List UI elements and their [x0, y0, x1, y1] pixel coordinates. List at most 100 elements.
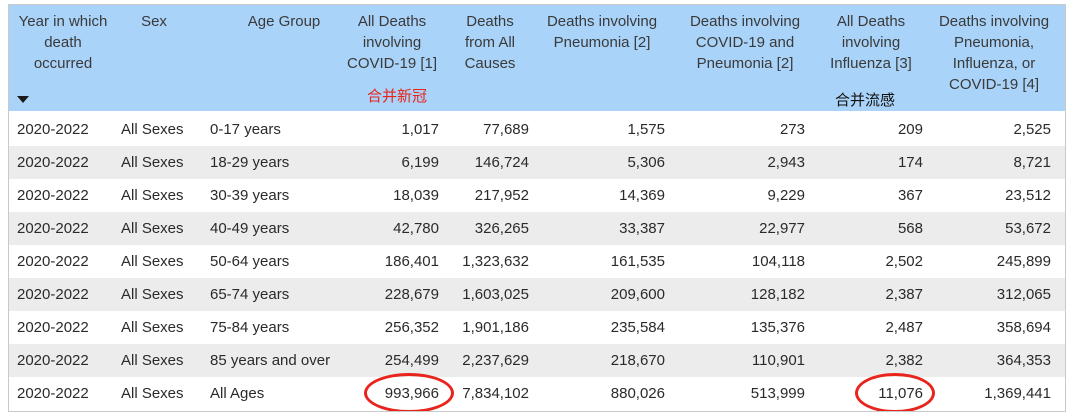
cell-year: 2020-2022 [17, 253, 89, 270]
cell-covid-deaths: 1,017 [401, 121, 439, 138]
cell-pneumonia-deaths: 209,600 [610, 286, 665, 303]
cell-year: 2020-2022 [17, 154, 89, 171]
table-row: 2020-2022 All Sexes 30-39 years 18,039 217,9… [9, 179, 1065, 212]
header-line: involving [362, 34, 422, 51]
header-covid-deaths[interactable]: All Deaths involving COVID-19 [1] [341, 11, 443, 74]
header-year[interactable]: Year in which death occurred [13, 11, 113, 74]
cell-pneumonia-deaths: 1,575 [627, 121, 665, 138]
header-line: All Deaths [836, 13, 906, 30]
cell-all-cause-deaths: 2,237,629 [462, 352, 529, 369]
cell-pic-deaths: 1,369,441 [984, 385, 1051, 402]
cell-covid-pneumonia-deaths: 135,376 [750, 319, 805, 336]
cell-influenza-deaths: 2,487 [885, 319, 923, 336]
cell-pneumonia-deaths: 5,306 [627, 154, 665, 171]
cell-year: 2020-2022 [17, 187, 89, 204]
cell-influenza-deaths: 2,382 [885, 352, 923, 369]
header-line: from All [464, 34, 515, 51]
header-line: Influenza, or [952, 55, 1036, 72]
cell-pneumonia-deaths: 235,584 [610, 319, 665, 336]
cell-pic-deaths: 358,694 [996, 319, 1051, 336]
cell-year: 2020-2022 [17, 121, 89, 138]
header-line: Pneumonia [2] [696, 55, 794, 72]
cell-sex: All Sexes [121, 121, 184, 138]
cell-covid-deaths: 18,039 [393, 187, 439, 204]
cell-pneumonia-deaths: 33,387 [619, 220, 665, 237]
cell-sex: All Sexes [121, 220, 184, 237]
cell-influenza-deaths: 568 [897, 220, 923, 237]
header-line: Year in which [18, 13, 108, 30]
header-all-cause-deaths[interactable]: Deaths from All Causes [457, 11, 523, 74]
cell-covid-pneumonia-deaths: 9,229 [767, 187, 805, 204]
cell-sex: All Sexes [121, 253, 184, 270]
header-line: Causes [464, 55, 516, 72]
cell-influenza-deaths: 174 [897, 154, 923, 171]
cell-pic-deaths: 23,512 [1005, 187, 1051, 204]
header-influenza-deaths[interactable]: All Deaths involving Influenza [3] [821, 11, 921, 74]
header-line: Sex [141, 13, 167, 30]
annotation-covid: 合并新冠 [367, 87, 428, 105]
table-row: 2020-2022 All Sexes 75-84 years 256,352 1,90… [9, 311, 1065, 344]
cell-pneumonia-deaths: 14,369 [619, 187, 665, 204]
cell-year: 2020-2022 [17, 385, 89, 402]
table-row: 2020-2022 All Sexes 65-74 years 228,679 1,60… [9, 278, 1065, 311]
header-line: Influenza [3] [830, 55, 912, 72]
cell-covid-pneumonia-deaths: 2,943 [767, 154, 805, 171]
table-row: 2020-2022 All Sexes 0-17 years 1,017 77,689 1… [9, 113, 1065, 146]
table-row: 2020-2022 All Sexes 50-64 years 186,401 1,32… [9, 245, 1065, 278]
cell-pic-deaths: 245,899 [996, 253, 1051, 270]
header-pic-deaths[interactable]: Deaths involving Pneumonia, Influenza, or C… [929, 11, 1059, 95]
cell-covid-deaths: 186,401 [384, 253, 439, 270]
header-line: involving [841, 34, 901, 51]
header-age-group[interactable]: Age Group [219, 11, 349, 32]
header-line: Pneumonia [2] [553, 34, 651, 51]
cell-sex: All Sexes [121, 385, 184, 402]
cell-year: 2020-2022 [17, 286, 89, 303]
header-pneumonia-deaths[interactable]: Deaths involving Pneumonia [2] [539, 11, 665, 53]
cell-year: 2020-2022 [17, 352, 89, 369]
cell-all-cause-deaths: 77,689 [483, 121, 529, 138]
table-row: 2020-2022 All Sexes 85 years and over 254,4… [9, 344, 1065, 377]
cell-pneumonia-deaths: 161,535 [610, 253, 665, 270]
cell-sex: All Sexes [121, 187, 184, 204]
cell-age-group: 30-39 years [210, 187, 290, 204]
header-line: occurred [33, 55, 93, 72]
cell-all-cause-deaths: 146,724 [474, 154, 529, 171]
header-line: All Deaths [357, 13, 427, 30]
cell-all-cause-deaths: 1,603,025 [462, 286, 529, 303]
table-row: 2020-2022 All Sexes 40-49 years 42,780 326,2… [9, 212, 1065, 245]
cell-covid-pneumonia-deaths: 22,977 [759, 220, 805, 237]
cell-age-group: 18-29 years [210, 154, 290, 171]
cell-covid-pneumonia-deaths: 104,118 [751, 253, 805, 270]
header-line: COVID-19 [4] [948, 76, 1040, 93]
cell-all-cause-deaths: 7,834,102 [462, 385, 529, 402]
cell-influenza-deaths: 209 [897, 121, 923, 138]
cell-age-group: 65-74 years [210, 286, 290, 303]
header-covid-pneumonia-deaths[interactable]: Deaths involving COVID-19 and Pneumonia [2… [681, 11, 809, 74]
cell-covid-pneumonia-deaths: 273 [779, 121, 805, 138]
table-header: Year in which death occurred Sex Age Group Al… [9, 5, 1065, 111]
cell-sex: All Sexes [121, 352, 184, 369]
cell-pic-deaths: 53,672 [1005, 220, 1051, 237]
cell-all-cause-deaths: 1,323,632 [462, 253, 529, 270]
cell-covid-deaths: 42,780 [393, 220, 439, 237]
cell-pic-deaths: 2,525 [1013, 121, 1051, 138]
header-line: COVID-19 and [695, 34, 795, 51]
header-sex[interactable]: Sex [129, 11, 179, 32]
cell-pic-deaths: 312,065 [996, 286, 1051, 303]
header-line: COVID-19 [1] [346, 55, 438, 72]
cell-covid-deaths: 254,499 [384, 352, 439, 369]
cell-age-group: 40-49 years [210, 220, 290, 237]
sort-down-icon[interactable] [17, 96, 29, 103]
cell-influenza-deaths: 2,502 [885, 253, 923, 270]
data-table: Year in which death occurred Sex Age Group Al… [8, 4, 1066, 412]
header-line: Pneumonia, [953, 34, 1035, 51]
header-line: Deaths involving [938, 13, 1050, 30]
cell-age-group: 0-17 years [210, 121, 281, 138]
table-row: 2020-2022 All Sexes 18-29 years 6,199 146,72… [9, 146, 1065, 179]
cell-age-group: 75-84 years [210, 319, 290, 336]
cell-year: 2020-2022 [17, 220, 89, 237]
cell-covid-deaths: 256,352 [384, 319, 439, 336]
cell-pneumonia-deaths: 880,026 [610, 385, 665, 402]
cell-covid-pneumonia-deaths: 110,901 [751, 352, 805, 369]
cell-covid-pneumonia-deaths: 128,182 [750, 286, 805, 303]
